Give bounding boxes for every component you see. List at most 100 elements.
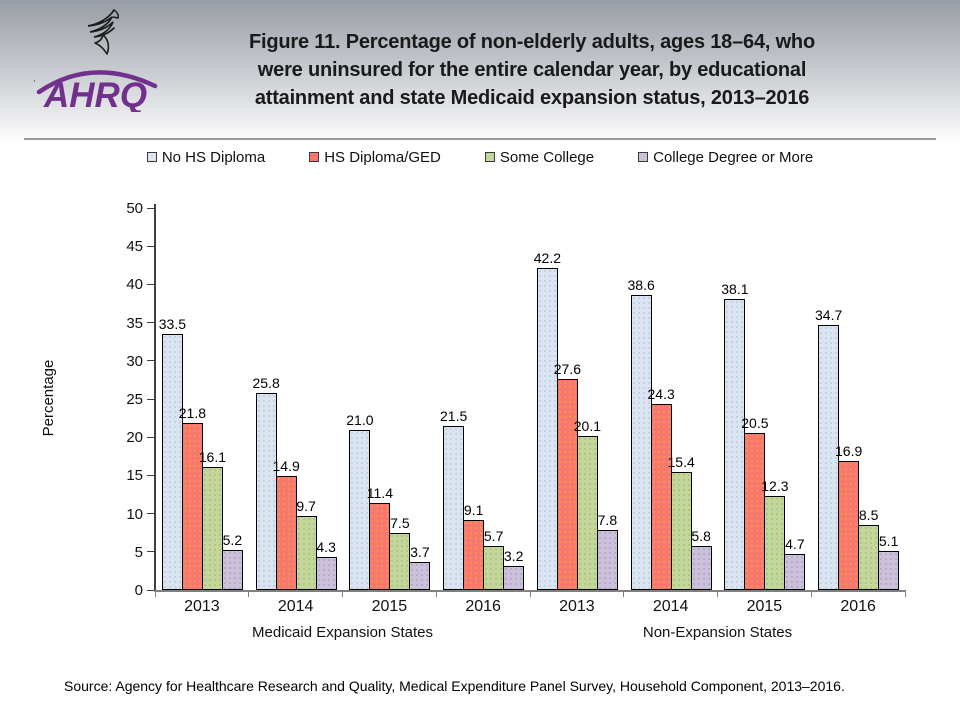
- legend-swatch-icon: [484, 152, 495, 162]
- x-axis-tick: [529, 592, 531, 597]
- legend-label: College Degree or More: [653, 148, 814, 166]
- bar-value-label: 21.5: [440, 407, 468, 424]
- y-axis-tick-label: 50: [126, 200, 143, 217]
- bar-value-label: 11.4: [366, 484, 393, 501]
- bar-group: 38.6 24.3 15.4 5.8: [624, 208, 718, 590]
- bar-hs-diploma-ged: 9.1: [463, 502, 485, 590]
- bar-hs-diploma-ged: 21.8: [179, 405, 206, 590]
- y-axis-tick-label: 20: [126, 429, 143, 447]
- y-axis-tick: [147, 551, 154, 553]
- y-axis-title: Percentage: [40, 359, 57, 437]
- x-axis-tick: [810, 592, 812, 597]
- bar-value-label: 15.4: [667, 454, 695, 471]
- x-axis-year-label: 2013: [184, 598, 220, 615]
- bar-value-label: 5.1: [878, 533, 899, 550]
- bar-some-college: 8.5: [858, 507, 880, 590]
- legend-swatch-icon: [309, 152, 320, 162]
- y-axis-tick: [147, 360, 154, 362]
- bar-college-degree-or-more: 3.2: [503, 548, 525, 590]
- bar-group: 34.7 16.9 8.5 5.1: [811, 208, 905, 590]
- bar-value-label: 21.0: [346, 411, 374, 428]
- bar-value-label: 9.7: [296, 497, 316, 514]
- bar-hs-diploma-ged: 11.4: [367, 485, 393, 590]
- y-axis-tick: [147, 513, 154, 515]
- bar-value-label: 14.9: [272, 458, 300, 475]
- x-axis-section-label: Non-Expansion States: [642, 624, 793, 641]
- y-axis-tick-label: 25: [126, 391, 143, 408]
- bar-hs-diploma-ged: 14.9: [273, 458, 300, 590]
- bar-value-label: 20.5: [741, 415, 769, 432]
- bar-value-label: 27.6: [553, 361, 581, 378]
- y-axis-tick-label: 0: [134, 582, 143, 599]
- y-axis-tick-label: 40: [126, 276, 143, 294]
- bar-value-label: 3.2: [503, 547, 524, 564]
- bar-value-label: 24.3: [647, 386, 675, 403]
- bar-value-label: 4.3: [316, 539, 336, 556]
- bar-some-college: 20.1: [574, 418, 601, 590]
- x-axis-section-label: Medicaid Expansion States: [252, 624, 433, 641]
- bar-value-label: 4.7: [785, 536, 805, 553]
- legend-item: HS Diploma/GED: [309, 149, 441, 166]
- bar-value-label: 8.5: [858, 507, 879, 524]
- bar-no-hs-diploma: 21.0: [346, 412, 374, 590]
- x-axis-year-label: 2014: [277, 598, 314, 615]
- legend-item: College Degree or More: [638, 149, 813, 166]
- bar-some-college: 16.1: [199, 449, 226, 590]
- bar-some-college: 5.7: [483, 528, 505, 590]
- bar-college-degree-or-more: 3.7: [409, 544, 431, 590]
- legend-label: No HS Diploma: [161, 148, 266, 166]
- x-axis-year-label: 2015: [371, 598, 408, 615]
- y-axis-tick: [147, 283, 154, 285]
- bar-value-label: 9.1: [463, 502, 484, 519]
- legend-item: No HS Diploma: [146, 148, 266, 166]
- bar-value-label: 25.8: [252, 374, 280, 391]
- bar-hs-diploma-ged: 27.6: [554, 361, 581, 590]
- y-axis-tick: [147, 207, 154, 209]
- x-axis-year-labels: 2013 2014 2015 2016 2013 2014 2015 2016: [155, 598, 905, 618]
- bar-no-hs-diploma: 42.2: [534, 250, 561, 590]
- bar-value-label: 42.2: [533, 249, 561, 266]
- x-axis-year-label: 2016: [465, 598, 501, 615]
- y-axis-tick: [147, 322, 154, 324]
- bar-value-label: 38.1: [721, 280, 749, 297]
- bar-no-hs-diploma: 38.1: [721, 281, 749, 590]
- x-axis-tick: [904, 592, 906, 597]
- bar-value-label: 33.5: [158, 316, 186, 333]
- y-axis-tick: [147, 436, 154, 438]
- x-axis-tick: [717, 592, 718, 597]
- legend-item: Some College: [484, 149, 594, 166]
- ahrq-logo: AHRQ: [34, 6, 160, 112]
- bar-college-degree-or-more: 4.7: [784, 536, 806, 590]
- figure-title: Figure 11. Percentage of non-elderly adu…: [170, 28, 894, 112]
- ahrq-wordmark: AHRQ: [34, 70, 158, 112]
- bar-college-degree-or-more: 7.8: [596, 512, 618, 590]
- x-axis-year-label: 2016: [840, 598, 876, 615]
- bar-value-label: 16.1: [198, 449, 226, 465]
- title-line: were uninsured for the entire calendar y…: [257, 59, 807, 81]
- bar-hs-diploma-ged: 20.5: [741, 415, 769, 590]
- legend-label: HS Diploma/GED: [324, 148, 441, 166]
- y-axis-tick-label: 5: [134, 543, 143, 561]
- bar-value-label: 38.6: [627, 277, 655, 294]
- y-axis-tick-label: 45: [126, 238, 143, 256]
- y-axis-tick: [147, 245, 154, 247]
- bar-college-degree-or-more: 5.8: [690, 528, 712, 590]
- bar-college-degree-or-more: 4.3: [315, 539, 337, 590]
- hhs-eagle-icon: [87, 9, 119, 55]
- legend-swatch-icon: [638, 152, 649, 162]
- x-axis-section-labels: Medicaid Expansion States Non-Expansion S…: [155, 624, 905, 644]
- bar-no-hs-diploma: 21.5: [440, 408, 467, 590]
- bar-hs-diploma-ged: 24.3: [648, 386, 675, 590]
- bar-value-label: 12.3: [761, 478, 789, 495]
- y-axis-tick: [147, 398, 154, 400]
- bar-group: 33.5 21.8 16.1 5.2: [155, 208, 249, 590]
- chart-legend: No HS Diploma HS Diploma/GED Some College C…: [0, 146, 960, 168]
- bar-no-hs-diploma: 25.8: [253, 375, 280, 590]
- bar-value-label: 34.7: [815, 306, 843, 323]
- bar-some-college: 15.4: [668, 454, 695, 590]
- bar-group: 42.2 27.6 20.1 7.8: [530, 208, 624, 590]
- bar-no-hs-diploma: 34.7: [815, 307, 842, 590]
- title-line: attainment and state Medicaid expansion …: [254, 87, 810, 109]
- y-axis-tick: [147, 589, 154, 591]
- y-axis-tick-label: 15: [126, 467, 143, 485]
